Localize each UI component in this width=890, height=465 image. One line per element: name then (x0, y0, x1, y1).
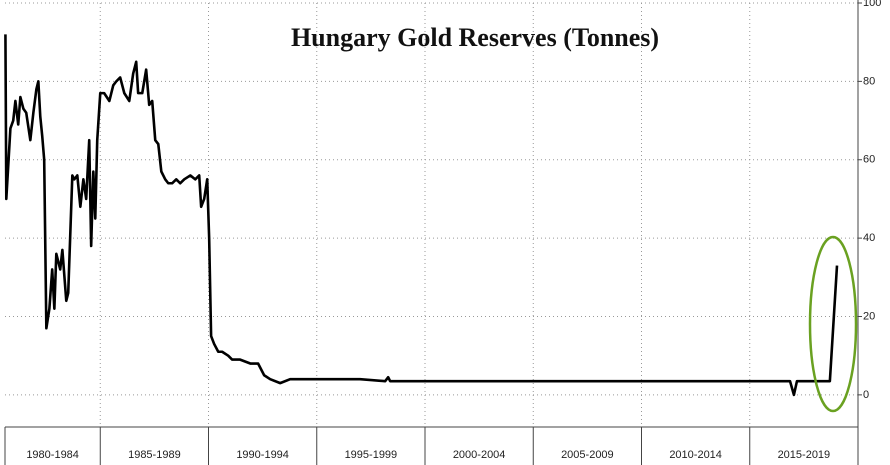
line-series (4, 34, 839, 397)
x-tick-label: 1980-1984 (26, 449, 79, 461)
x-tick-label: 1990-1994 (236, 449, 289, 461)
y-tick-label: 60 (863, 154, 875, 166)
y-tick-label: 40 (863, 232, 875, 244)
y-tick-label: 80 (863, 75, 875, 87)
x-tick-label: 2000-2004 (453, 449, 506, 461)
x-tick-label: 2005-2009 (561, 449, 614, 461)
x-tick-label: 1995-1999 (345, 449, 398, 461)
chart-title: Hungary Gold Reserves (Tonnes) (291, 23, 659, 52)
highlight-ellipse (808, 235, 858, 413)
y-tick-label: 20 (863, 310, 875, 322)
x-tick-label: 1985-1989 (128, 449, 181, 461)
x-tick-label: 2015-2019 (778, 449, 831, 461)
y-tick-label: 100 (863, 0, 881, 9)
y-tick-label: 0 (863, 389, 869, 401)
x-tick-label: 2010-2014 (669, 449, 722, 461)
